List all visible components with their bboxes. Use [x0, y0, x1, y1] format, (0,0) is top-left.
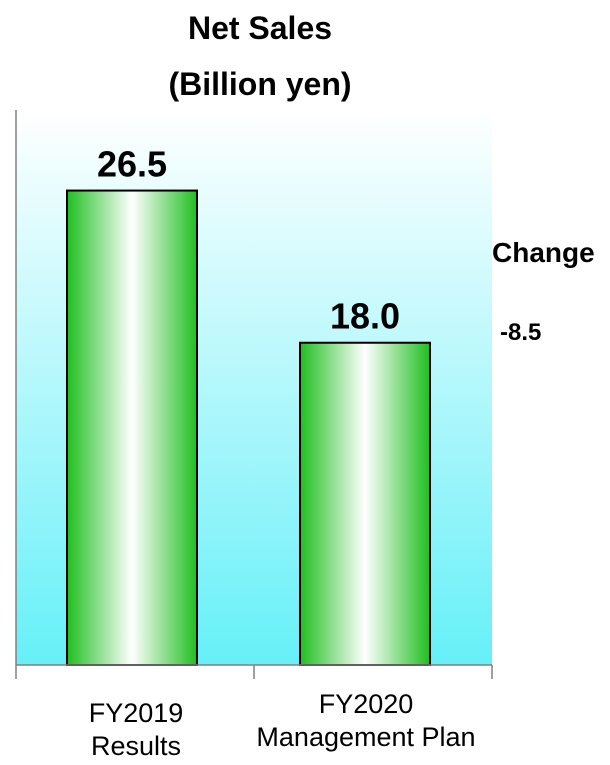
- change-value: -8.5: [500, 319, 542, 346]
- data-label-0: 26.5: [97, 144, 167, 185]
- category-label-line: FY2019: [88, 698, 184, 728]
- category-label-line: Management Plan: [256, 722, 476, 752]
- category-label-line: Results: [90, 731, 182, 761]
- bar-1: [299, 341, 431, 666]
- category-label-fy2019: FY2019 Results: [36, 697, 236, 763]
- chart-subtitle: (Billion yen): [168, 66, 352, 102]
- data-label-1: 18.0: [330, 296, 400, 337]
- change-label: Change: [492, 237, 595, 268]
- chart-title: Net Sales: [187, 10, 333, 46]
- category-label-fy2020: FY2020 Management Plan: [236, 688, 496, 754]
- category-label-line: FY2020: [318, 689, 414, 719]
- bar-0: [66, 189, 198, 666]
